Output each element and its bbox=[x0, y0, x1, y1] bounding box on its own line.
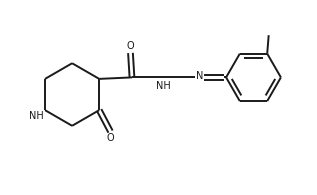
Text: O: O bbox=[107, 133, 114, 143]
Text: O: O bbox=[127, 41, 134, 51]
Text: NH: NH bbox=[29, 111, 44, 121]
Text: NH: NH bbox=[157, 81, 171, 91]
Text: N: N bbox=[196, 71, 204, 81]
